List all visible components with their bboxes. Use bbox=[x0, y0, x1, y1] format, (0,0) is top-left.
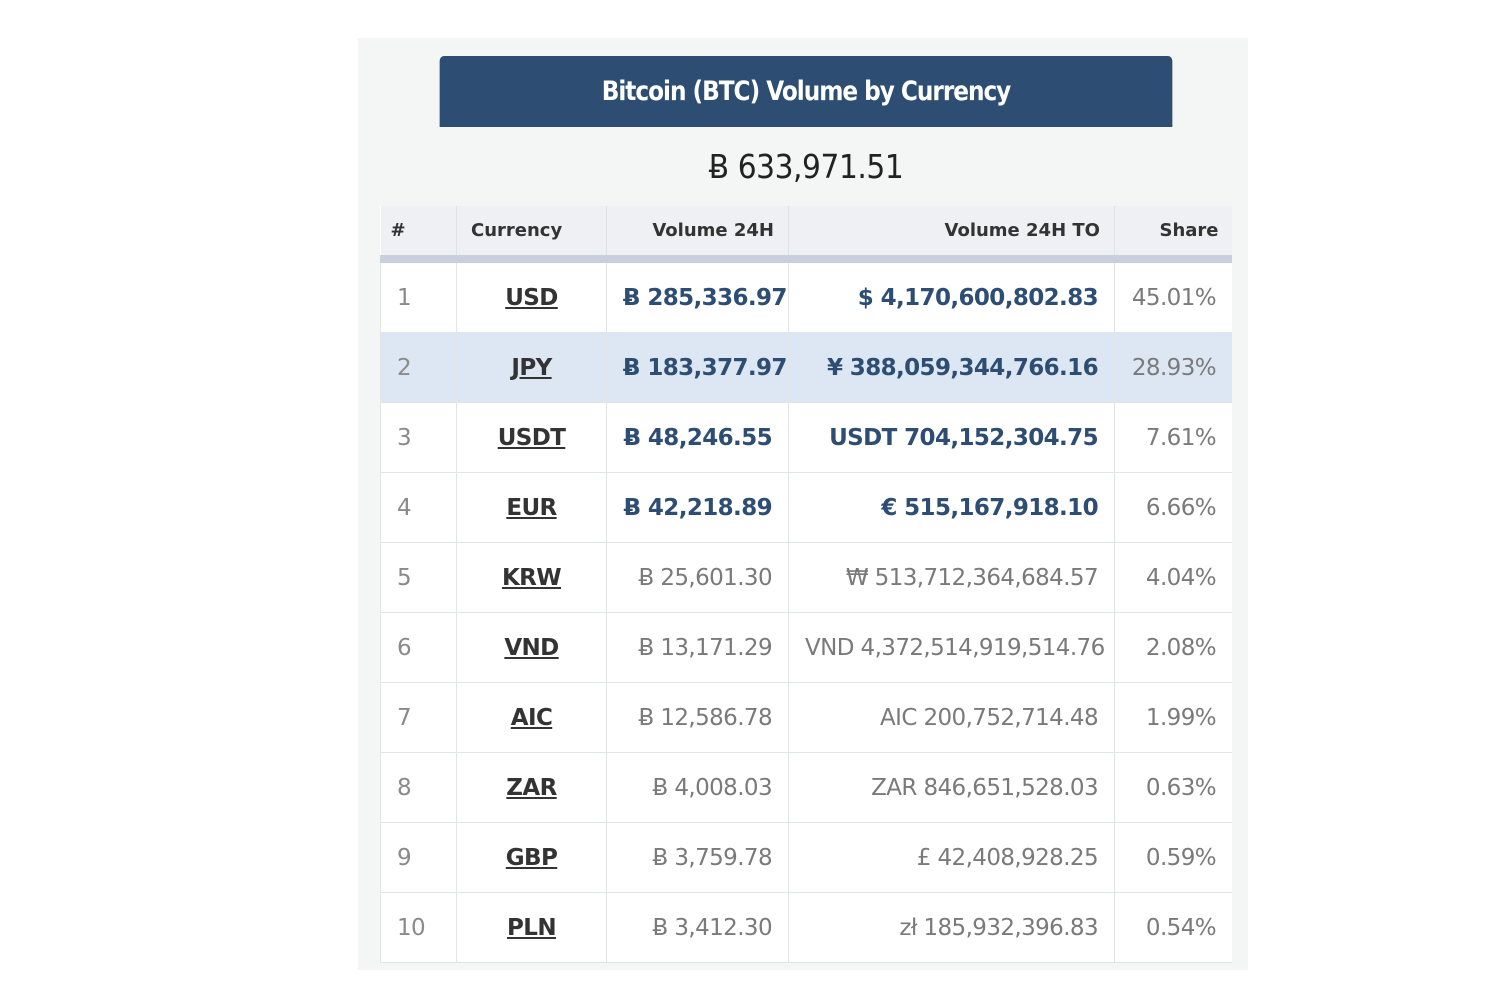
header-share[interactable]: Share bbox=[1114, 206, 1232, 263]
widget-title-bar: Bitcoin (BTC) Volume by Currency bbox=[439, 56, 1173, 127]
volume-24h-cell: Ƀ 48,246.55 bbox=[606, 402, 789, 473]
table-row[interactable]: 9 GBP Ƀ 3,759.78 £ 42,408,928.25 0.59% bbox=[380, 822, 1232, 893]
currency-link[interactable]: VND bbox=[504, 634, 559, 661]
share-cell: 6.66% bbox=[1114, 472, 1232, 543]
currency-link[interactable]: GBP bbox=[505, 844, 558, 871]
header-rank[interactable]: # bbox=[380, 206, 457, 263]
currency-link[interactable]: AIC bbox=[510, 704, 553, 731]
header-volume-24h[interactable]: Volume 24H bbox=[606, 206, 789, 263]
share-cell: 1.99% bbox=[1114, 682, 1232, 753]
rank-cell: 5 bbox=[380, 542, 457, 613]
table-row[interactable]: 3 USDT Ƀ 48,246.55 USDT 704,152,304.75 7.61% bbox=[380, 402, 1232, 473]
volume-24h-cell: Ƀ 42,218.89 bbox=[606, 472, 789, 543]
table-row[interactable]: 6 VND Ƀ 13,171.29 VND 4,372,514,919,514.76 2… bbox=[380, 612, 1232, 683]
volume-24h-cell: Ƀ 285,336.97 bbox=[606, 259, 789, 333]
currency-link[interactable]: JPY bbox=[511, 354, 552, 381]
currency-cell: KRW bbox=[456, 542, 607, 613]
currency-cell: EUR bbox=[456, 472, 607, 543]
header-volume-24h-to[interactable]: Volume 24H TO bbox=[788, 206, 1115, 263]
currency-cell: AIC bbox=[456, 682, 607, 753]
currency-link[interactable]: KRW bbox=[501, 564, 562, 591]
rank-cell: 3 bbox=[380, 402, 457, 473]
header-currency[interactable]: Currency bbox=[456, 206, 607, 263]
volume-24h-cell: Ƀ 4,008.03 bbox=[606, 752, 789, 823]
rank-cell: 2 bbox=[380, 332, 457, 403]
currency-link[interactable]: USD bbox=[505, 284, 558, 311]
currency-cell: GBP bbox=[456, 822, 607, 893]
table-row[interactable]: 7 AIC Ƀ 12,586.78 AIC 200,752,714.48 1.99% bbox=[380, 682, 1232, 753]
currency-link[interactable]: ZAR bbox=[506, 774, 557, 801]
volume-24h-cell: Ƀ 3,412.30 bbox=[606, 892, 789, 963]
widget-title: Bitcoin (BTC) Volume by Currency bbox=[601, 76, 1012, 107]
volume-24h-to-cell: AIC 200,752,714.48 bbox=[788, 682, 1115, 753]
table-row[interactable]: 8 ZAR Ƀ 4,008.03 ZAR 846,651,528.03 0.63% bbox=[380, 752, 1232, 823]
rank-cell: 4 bbox=[380, 472, 457, 543]
table-row[interactable]: 1 USD Ƀ 285,336.97 $ 4,170,600,802.83 45.01% bbox=[380, 259, 1232, 333]
total-volume: Ƀ 633,971.51 bbox=[380, 127, 1232, 206]
currency-cell: USD bbox=[456, 259, 607, 333]
volume-by-currency-widget: Bitcoin (BTC) Volume by Currency Ƀ 633,9… bbox=[380, 56, 1232, 970]
volume-24h-to-cell: $ 4,170,600,802.83 bbox=[788, 259, 1115, 333]
table-row[interactable]: 4 EUR Ƀ 42,218.89 € 515,167,918.10 6.66% bbox=[380, 472, 1232, 543]
rank-cell: 6 bbox=[380, 612, 457, 683]
currency-cell: JPY bbox=[456, 332, 607, 403]
table-row[interactable]: 2 JPY Ƀ 183,377.97 ¥ 388,059,344,766.16 28.9… bbox=[380, 332, 1232, 403]
share-cell: 28.93% bbox=[1114, 332, 1232, 403]
share-cell: 0.63% bbox=[1114, 752, 1232, 823]
rank-cell: 7 bbox=[380, 682, 457, 753]
volume-24h-to-cell: zł 185,932,396.83 bbox=[788, 892, 1115, 963]
currency-cell: VND bbox=[456, 612, 607, 683]
table-row[interactable]: 5 KRW Ƀ 25,601.30 ₩ 513,712,364,684.57 4.04% bbox=[380, 542, 1232, 613]
volume-table: # Currency Volume 24H Volume 24H TO Shar… bbox=[380, 206, 1232, 963]
rank-cell: 1 bbox=[380, 259, 457, 333]
share-cell: 45.01% bbox=[1114, 259, 1232, 333]
volume-24h-cell: Ƀ 13,171.29 bbox=[606, 612, 789, 683]
share-cell: 0.59% bbox=[1114, 822, 1232, 893]
volume-24h-cell: Ƀ 3,759.78 bbox=[606, 822, 789, 893]
rank-cell: 9 bbox=[380, 822, 457, 893]
currency-link[interactable]: EUR bbox=[506, 494, 557, 521]
volume-24h-to-cell: € 515,167,918.10 bbox=[788, 472, 1115, 543]
volume-24h-to-cell: ZAR 846,651,528.03 bbox=[788, 752, 1115, 823]
rank-cell: 10 bbox=[380, 892, 457, 963]
share-cell: 4.04% bbox=[1114, 542, 1232, 613]
share-cell: 2.08% bbox=[1114, 612, 1232, 683]
volume-24h-to-cell: ¥ 388,059,344,766.16 bbox=[788, 332, 1115, 403]
share-cell: 7.61% bbox=[1114, 402, 1232, 473]
currency-cell: ZAR bbox=[456, 752, 607, 823]
currency-cell: USDT bbox=[456, 402, 607, 473]
table-row[interactable]: 10 PLN Ƀ 3,412.30 zł 185,932,396.83 0.54% bbox=[380, 892, 1232, 963]
volume-24h-to-cell: £ 42,408,928.25 bbox=[788, 822, 1115, 893]
total-volume-value: Ƀ 633,971.51 bbox=[708, 147, 904, 186]
volume-24h-to-cell: ₩ 513,712,364,684.57 bbox=[788, 542, 1115, 613]
currency-link[interactable]: PLN bbox=[507, 914, 557, 941]
currency-link[interactable]: USDT bbox=[497, 424, 566, 451]
volume-24h-to-cell: USDT 704,152,304.75 bbox=[788, 402, 1115, 473]
table-header-row: # Currency Volume 24H Volume 24H TO Shar… bbox=[380, 206, 1232, 263]
rank-cell: 8 bbox=[380, 752, 457, 823]
volume-24h-to-cell: VND 4,372,514,919,514.76 bbox=[788, 612, 1115, 683]
volume-24h-cell: Ƀ 12,586.78 bbox=[606, 682, 789, 753]
volume-24h-cell: Ƀ 25,601.30 bbox=[606, 542, 789, 613]
volume-24h-cell: Ƀ 183,377.97 bbox=[606, 332, 789, 403]
currency-cell: PLN bbox=[456, 892, 607, 963]
share-cell: 0.54% bbox=[1114, 892, 1232, 963]
